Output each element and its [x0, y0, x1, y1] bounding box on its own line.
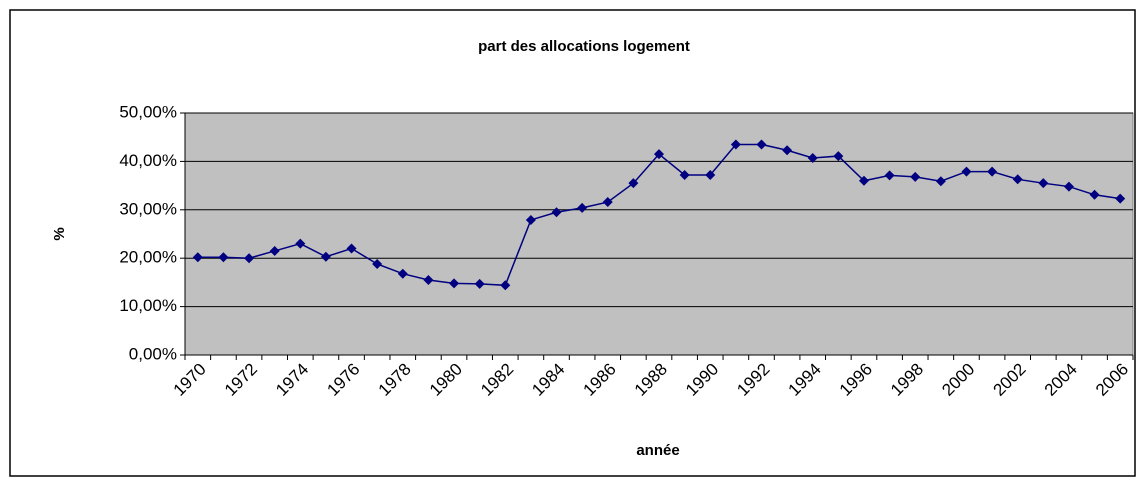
point-marker — [884, 170, 895, 181]
point-marker — [551, 207, 562, 218]
point-marker — [628, 178, 639, 189]
point-marker — [295, 238, 306, 249]
point-marker — [807, 153, 818, 164]
point-marker — [910, 171, 921, 182]
point-marker — [730, 139, 741, 150]
point-marker — [320, 251, 331, 262]
point-marker — [654, 149, 664, 160]
point-marker — [987, 166, 998, 177]
point-marker — [218, 252, 229, 263]
point-marker — [1115, 193, 1126, 204]
point-marker — [1089, 189, 1100, 200]
y-tick-label: 10,00% — [119, 296, 177, 315]
y-axis-label: % — [51, 227, 68, 240]
point-marker — [525, 214, 536, 225]
point-marker — [449, 278, 460, 289]
point-marker — [192, 252, 203, 263]
point-marker — [602, 197, 613, 208]
y-tick-label: 20,00% — [119, 248, 177, 267]
point-marker — [1063, 181, 1074, 192]
y-tick-label: 40,00% — [119, 151, 177, 170]
point-marker — [474, 278, 485, 289]
point-marker — [577, 202, 588, 213]
point-marker — [756, 139, 767, 150]
point-marker — [244, 253, 255, 264]
point-marker — [372, 259, 383, 270]
point-marker — [782, 145, 793, 156]
y-tick-label: 50,00% — [119, 102, 177, 121]
point-marker — [269, 245, 280, 256]
point-marker — [679, 169, 690, 180]
point-marker — [858, 175, 869, 186]
point-marker — [833, 151, 844, 162]
point-marker — [346, 243, 357, 254]
y-tick-label: 30,00% — [119, 199, 177, 218]
point-marker — [423, 274, 434, 285]
point-marker — [1038, 178, 1049, 189]
point-marker — [397, 268, 408, 279]
point-marker — [500, 280, 511, 291]
chart-title: part des allocations logement — [478, 38, 690, 55]
y-tick-label: 0,00% — [129, 344, 177, 363]
point-marker — [705, 169, 716, 180]
x-axis-label: année — [636, 442, 679, 459]
point-marker — [1012, 174, 1023, 185]
point-marker — [935, 176, 946, 187]
point-marker — [961, 166, 972, 177]
